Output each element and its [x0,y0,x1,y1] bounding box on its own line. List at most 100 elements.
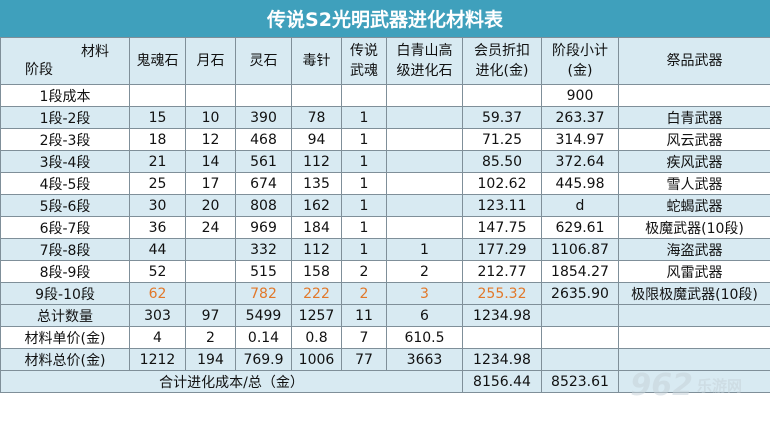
table-cell [386,172,463,195]
offering-weapon-cell: 极魔武器(10段) [618,216,770,239]
table-cell: 1234.98 [462,348,542,371]
table-cell: 390 [235,106,292,129]
table-cell: 123.11 [462,194,542,217]
table-cell: 6 [386,304,463,327]
table-cell: 222 [291,282,342,305]
stage-label: 4段-5段 [0,172,130,195]
table-cell: 1 [341,194,387,217]
offering-weapon-cell: 风云武器 [618,128,770,151]
header-row: 材料 阶段 鬼魂石 月石 灵石 毒针 传说 武魂 白青山高 级进化石 会员折扣 … [0,37,770,85]
table-cell: 7 [341,326,387,349]
table-cell: 194 [185,348,236,371]
table-cell: 1 [341,172,387,195]
table-cell: 1 [341,128,387,151]
table-cell: 900 [541,84,619,107]
table-cell: 1 [341,150,387,173]
stage-row: 9段-10段 62 782 222 2 3 255.32 2635.90 极限极魔武器(10段) [0,282,770,305]
table-cell: 0.14 [235,326,292,349]
grand-total-row: 合计进化成本/总（金） 8156.44 8523.61 [0,370,770,393]
stage-label: 2段-3段 [0,128,130,151]
stage-label: 1段-2段 [0,106,130,129]
stage-label: 3段-4段 [0,150,130,173]
table-cell: 17 [185,172,236,195]
table-cell [341,84,387,107]
table-cell [235,84,292,107]
table-cell: 255.32 [462,282,542,305]
table-cell: 20 [185,194,236,217]
table-cell: 263.37 [541,106,619,129]
table-cell [386,150,463,173]
table-cell: 12 [185,128,236,151]
table-cell: 1 [341,238,387,261]
table-cell: 5499 [235,304,292,327]
stage-row: 2段-3段 18 12 468 94 1 71.25 314.97 风云武器 [0,128,770,151]
column-header: 传说 武魂 [341,37,387,85]
table-cell: 468 [235,128,292,151]
table-cell: 21 [129,150,186,173]
table-cell [185,260,236,283]
table-cell: 212.77 [462,260,542,283]
table-cell: 769.9 [235,348,292,371]
table-cell: 1 [341,106,387,129]
summary-row-total-qty: 总计数量 303 97 5499 1257 11 6 1234.98 [0,304,770,327]
table-cell: 14 [185,150,236,173]
table-cell: 515 [235,260,292,283]
table-cell: 372.64 [541,150,619,173]
stage-row: 4段-5段 25 17 674 135 1 102.62 445.98 雪人武器 [0,172,770,195]
table-cell [541,348,619,371]
table-cell: 162 [291,194,342,217]
offering-weapon-cell: 疾风武器 [618,150,770,173]
table-cell: 184 [291,216,342,239]
table-cell: 969 [235,216,292,239]
offering-weapon-cell: 蛇蝎武器 [618,194,770,217]
table-title: 传说S2光明武器进化材料表 [0,0,770,37]
offering-weapon-cell: 风雷武器 [618,260,770,283]
column-header: 祭品武器 [618,37,770,85]
table-cell: d [541,194,619,217]
table-cell: 11 [341,304,387,327]
table-cell: 102.62 [462,172,542,195]
evolution-material-table: 材料 阶段 鬼魂石 月石 灵石 毒针 传说 武魂 白青山高 级进化石 会员折扣 … [0,37,770,393]
table-cell [618,326,770,349]
table-cell [386,106,463,129]
stage-row: 8段-9段 52 515 158 2 2 212.77 1854.27 风雷武器 [0,260,770,283]
table-cell [462,326,542,349]
table-cell [386,84,463,107]
stage-row: 5段-6段 30 20 808 162 1 123.11 d 蛇蝎武器 [0,194,770,217]
stage-label: 8段-9段 [0,260,130,283]
table-cell: 314.97 [541,128,619,151]
stage-label: 1段成本 [0,84,130,107]
table-cell [185,84,236,107]
table-cell: 112 [291,238,342,261]
table-cell [618,348,770,371]
table-cell: 18 [129,128,186,151]
table-cell: 15 [129,106,186,129]
table-cell: 303 [129,304,186,327]
table-cell: 59.37 [462,106,542,129]
offering-weapon-cell: 白青武器 [618,106,770,129]
row-label: 材料总价(金) [0,348,130,371]
table-cell: 1106.87 [541,238,619,261]
row-label: 总计数量 [0,304,130,327]
table-cell: 1234.98 [462,304,542,327]
table-cell: 332 [235,238,292,261]
header-corner-cell: 材料 阶段 [0,37,130,85]
column-header: 毒针 [291,37,342,85]
table-cell [618,304,770,327]
table-cell: 1257 [291,304,342,327]
table-cell: 77 [341,348,387,371]
offering-weapon-cell [618,84,770,107]
stage-rows: 1段成本 900 1段-2段 15 10 390 78 1 59.37 263.37 白青武器 2段-… [0,84,770,305]
column-header: 会员折扣 进化(金) [462,37,542,85]
corner-label-stage: 阶段 [25,62,53,78]
table-cell [618,370,770,393]
table-cell [386,194,463,217]
table-cell: 2 [341,282,387,305]
table-cell: 71.25 [462,128,542,151]
table-cell: 97 [185,304,236,327]
table-cell: 3663 [386,348,463,371]
summary-rows: 总计数量 303 97 5499 1257 11 6 1234.98 材料单价(… [0,304,770,393]
table-cell [462,84,542,107]
row-label: 材料单价(金) [0,326,130,349]
column-header: 鬼魂石 [129,37,186,85]
